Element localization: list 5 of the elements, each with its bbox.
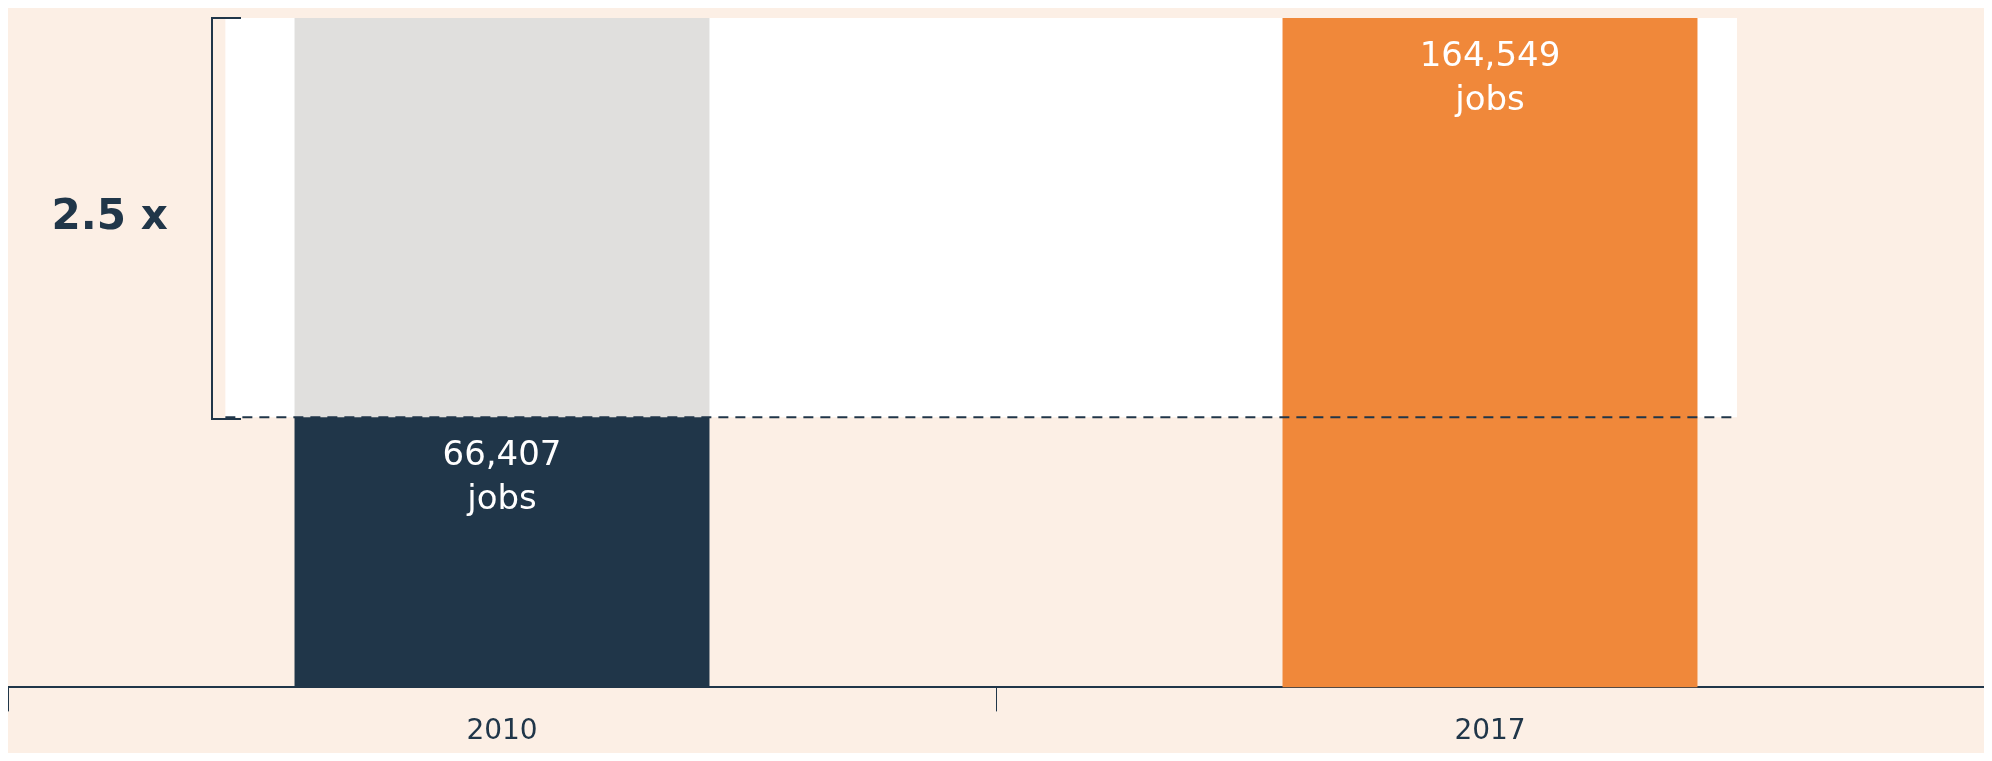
x-tick-label: 2017 xyxy=(1454,713,1526,747)
x-tick-label: 2010 xyxy=(466,713,538,747)
data-label: 66,407 jobs xyxy=(442,433,562,518)
data-label: 164,549 jobs xyxy=(1419,33,1561,118)
text: 2.5 x xyxy=(51,189,168,239)
